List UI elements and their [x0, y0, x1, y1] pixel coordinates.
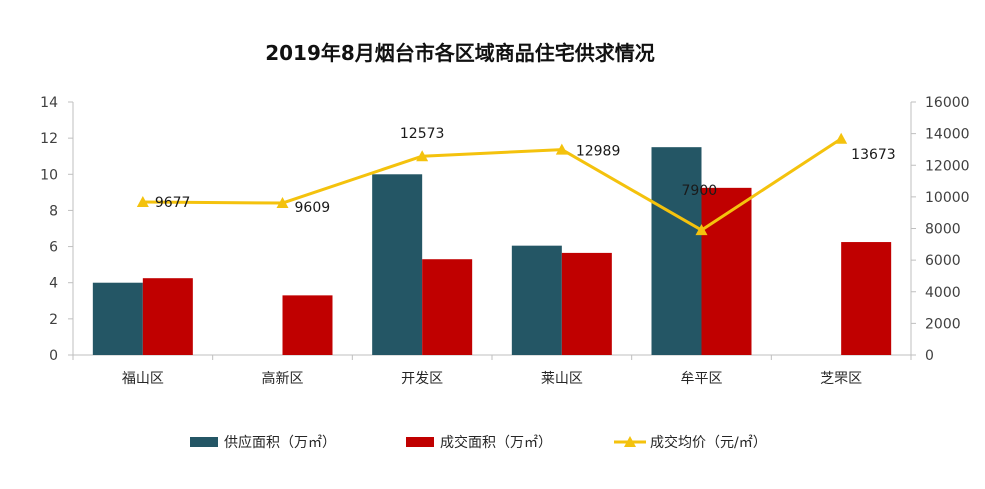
legend: 供应面积（万㎡） 成交面积（万㎡） 成交均价（元/㎡） — [190, 434, 767, 451]
y-right-tick-label: 6000 — [925, 253, 961, 269]
legend-swatch-transaction — [406, 437, 434, 447]
y-left-tick-label: 6 — [49, 240, 58, 256]
y-right-tick-label: 12000 — [925, 158, 970, 174]
price-point-marker — [695, 224, 708, 236]
transaction-area-bar — [282, 295, 333, 355]
y-left-tick-label: 12 — [40, 131, 58, 147]
supply-area-bar — [511, 245, 562, 355]
price-point-marker — [136, 195, 149, 207]
y-left-tick-label: 14 — [40, 95, 58, 111]
price-data-label: 12573 — [400, 126, 445, 142]
supply-area-bar — [651, 147, 702, 355]
price-data-label: 9609 — [295, 200, 331, 216]
price-data-label: 9677 — [155, 195, 191, 211]
legend-label: 供应面积（万㎡） — [224, 434, 336, 451]
price-point-marker — [555, 143, 568, 155]
price-point-marker — [416, 150, 429, 162]
transaction-area-bar — [422, 259, 473, 355]
y-left-tick-label: 2 — [49, 312, 58, 328]
y-right-tick-label: 2000 — [925, 316, 961, 332]
transaction-area-bar — [701, 187, 752, 355]
price-line: 9677 9609 12573 12989 7900 13673 — [136, 126, 896, 236]
y-right-tick-label: 0 — [925, 348, 934, 364]
y-right-tick-label: 4000 — [925, 285, 961, 301]
y-left-tick-label: 0 — [49, 348, 58, 364]
chart-title: 2019年8月烟台市各区域商品住宅供求情况 — [265, 41, 655, 65]
price-data-label: 7900 — [682, 183, 718, 199]
y-left-tick-label: 4 — [49, 276, 58, 292]
price-point-marker — [276, 197, 289, 209]
x-category-label: 福山区 — [122, 371, 164, 387]
x-category-label: 芝罘区 — [820, 371, 862, 387]
y-left-tick-label: 8 — [49, 203, 58, 219]
x-category-label: 开发区 — [401, 371, 443, 387]
price-point-marker — [835, 132, 848, 144]
y-left-tick-label: 10 — [40, 167, 58, 183]
y-right-tick-label: 16000 — [925, 95, 970, 111]
transaction-area-bar — [561, 252, 612, 355]
x-category-label: 牟平区 — [681, 371, 723, 387]
transaction-area-bar — [142, 278, 193, 355]
y-right-tick-label: 8000 — [925, 222, 961, 238]
bars — [92, 147, 892, 355]
legend-label: 成交面积（万㎡） — [440, 434, 552, 451]
price-data-label: 13673 — [851, 147, 896, 163]
price-line-path — [142, 137, 842, 232]
legend-label: 成交均价（元/㎡） — [650, 434, 767, 451]
x-category-label: 莱山区 — [541, 371, 583, 387]
transaction-area-bar — [841, 242, 892, 355]
x-category-label: 高新区 — [262, 370, 304, 387]
axes: 0 2 4 6 8 10 12 14 0 2000 4000 6000 8000 10000 12000 14… — [40, 95, 969, 387]
supply-area-bar — [372, 174, 423, 355]
y-right-tick-label: 10000 — [925, 190, 970, 206]
supply-area-bar — [92, 282, 143, 355]
legend-swatch-marker — [624, 436, 636, 447]
price-data-label: 12989 — [576, 144, 621, 160]
y-right-tick-label: 14000 — [925, 127, 970, 143]
legend-swatch-supply — [190, 437, 218, 447]
